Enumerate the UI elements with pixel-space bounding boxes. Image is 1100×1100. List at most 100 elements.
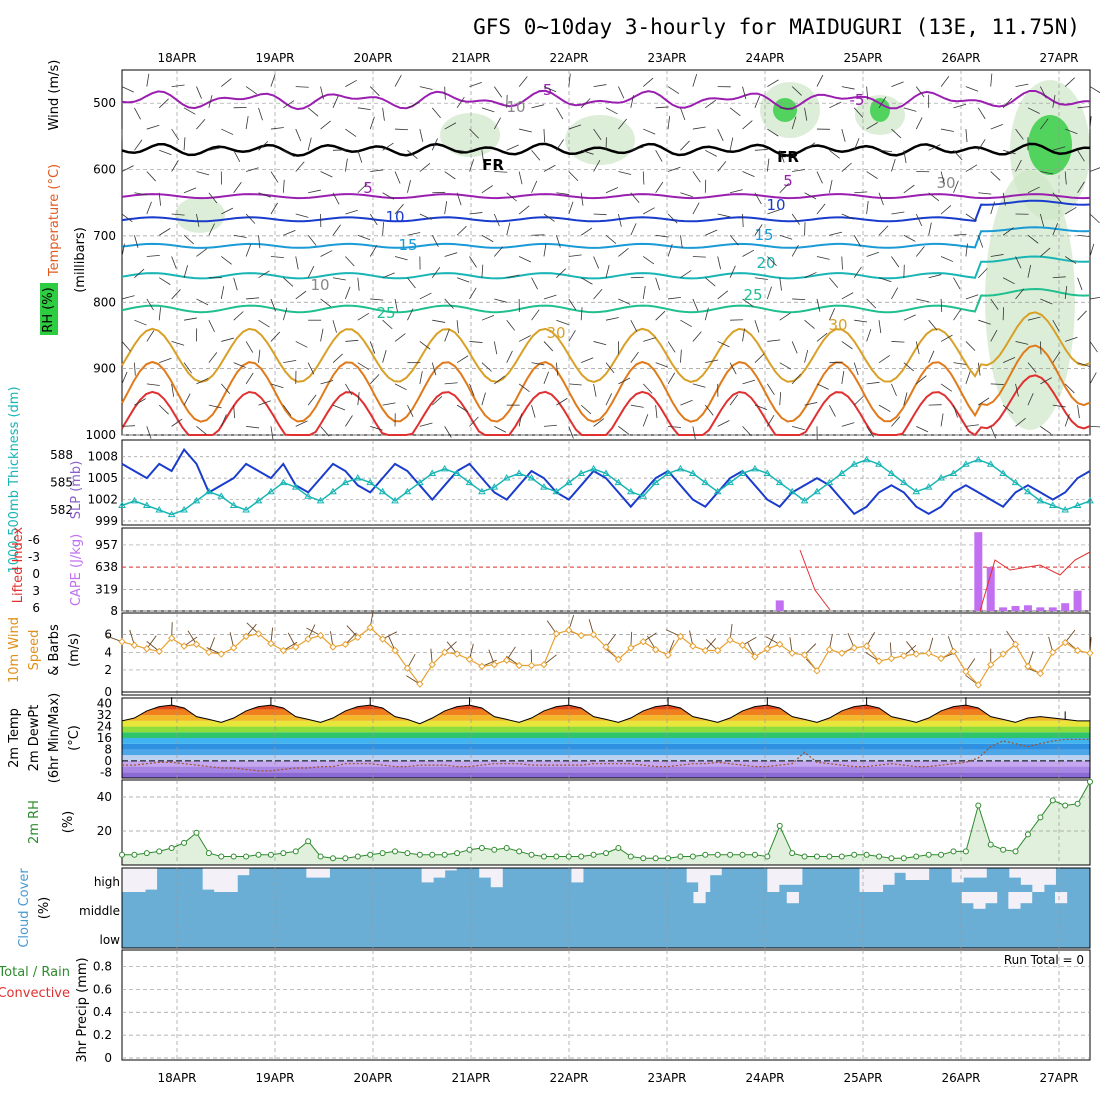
wind-barb (965, 424, 979, 427)
wind-barb (779, 392, 782, 406)
wind-barb (1027, 264, 1032, 278)
wind-barb (158, 98, 169, 109)
wind-speed-point (589, 630, 598, 639)
temp-band (122, 766, 1090, 773)
wind-barb (282, 307, 288, 321)
wind-barb (332, 277, 346, 281)
wind-barb (1089, 213, 1100, 224)
wind-speed-point (540, 660, 548, 669)
wind-barb (903, 107, 917, 112)
wind-barb (990, 329, 998, 342)
wind-barb (965, 371, 971, 385)
wind-speed-point (403, 664, 412, 672)
wind-barb (804, 192, 817, 200)
wind-barb (804, 349, 809, 363)
wind-barb (1015, 417, 1026, 427)
rh-point (491, 846, 498, 853)
thickness-point (602, 469, 610, 476)
wind-barb (556, 268, 566, 279)
li-tick-label: -6 (28, 533, 40, 547)
thickness-point (676, 464, 685, 472)
wind-barb (1052, 404, 1066, 408)
wind-barb (308, 189, 321, 194)
thickness-point (428, 469, 437, 476)
cloud-clear-cell (1043, 868, 1056, 885)
wind-barb (1077, 106, 1091, 109)
wind-barb (345, 128, 357, 137)
wind-barb (680, 319, 692, 328)
wind-barb (233, 182, 242, 194)
wind-barb (456, 225, 467, 236)
thickness-point (775, 478, 784, 486)
wind-barb (1002, 277, 1015, 285)
wind-barb (816, 203, 826, 215)
thickness-tick-label: 582 (50, 503, 73, 517)
thickness-point (825, 478, 834, 486)
wind-barb (841, 128, 846, 142)
thickness-point (1036, 496, 1045, 504)
rh-point (950, 848, 957, 855)
wind-axis-label: Wind (m/s) (47, 60, 62, 131)
wind-barb (159, 149, 172, 156)
wind-barb (878, 225, 889, 236)
wind-barb (369, 213, 378, 226)
wind-barb (668, 296, 682, 300)
wind-barb (767, 256, 777, 266)
wind-barb (953, 150, 963, 161)
wind-barb (667, 116, 671, 130)
wind-barb (618, 171, 632, 175)
cloud-clear-cell (882, 868, 895, 885)
wind-barb (543, 86, 557, 93)
wind-barb (282, 179, 285, 193)
wind-barb (419, 86, 433, 90)
temp-tick-label: -8 (100, 765, 112, 779)
temp-tick-label: 0 (104, 754, 112, 768)
wind-barb (779, 312, 791, 321)
rh-point (1062, 802, 1069, 809)
cloud-clear-cell (214, 868, 227, 892)
isotherm-label: 5 (783, 172, 793, 190)
wind-barb (382, 272, 395, 279)
cloud-cover-panel: high middle low (79, 867, 1091, 949)
wind-barb (1040, 118, 1049, 130)
wind-speed-point (354, 633, 362, 642)
wind-speed-point (912, 650, 920, 658)
cape-bar (1023, 605, 1032, 611)
rh-point (640, 855, 647, 862)
wind-barb (742, 120, 753, 130)
rh-point (838, 853, 845, 860)
wind-barb (978, 192, 992, 195)
wind-barb (1089, 341, 1098, 353)
wind-barb (159, 277, 171, 285)
temp-band (122, 720, 1090, 727)
wind-barb (543, 341, 554, 352)
wind-barb (382, 319, 393, 330)
wind-barb (829, 404, 836, 417)
wind-barb (394, 298, 398, 312)
wind-barb (791, 244, 799, 257)
wind-barb-10m (543, 654, 557, 666)
wind-barb (866, 329, 872, 342)
bottom-date-label: 18APR (157, 1071, 196, 1085)
wind-barb (1027, 186, 1040, 194)
pressure-tick-label: 700 (93, 229, 116, 243)
rh-point (1049, 797, 1056, 804)
wind-barb (878, 96, 887, 109)
isotherm-contour (121, 287, 1091, 314)
wind-barb (668, 425, 682, 428)
wind-speed-point (1073, 646, 1082, 655)
rh-2m-unit-label: (%) (61, 811, 76, 834)
wind-barb (792, 169, 806, 172)
wind-barb (171, 418, 183, 427)
wind-barb (419, 213, 432, 220)
isotherm-contour (121, 199, 1091, 223)
wind-barb (146, 171, 156, 182)
wind-barb (208, 147, 222, 151)
thickness-point (937, 474, 945, 481)
isotherm-label: 25 (743, 286, 762, 304)
rh-shading (565, 115, 635, 165)
wind-barb (766, 158, 770, 172)
wind-barb (705, 359, 719, 364)
wind-barb (891, 158, 896, 172)
cloud-clear-cell (145, 868, 158, 890)
